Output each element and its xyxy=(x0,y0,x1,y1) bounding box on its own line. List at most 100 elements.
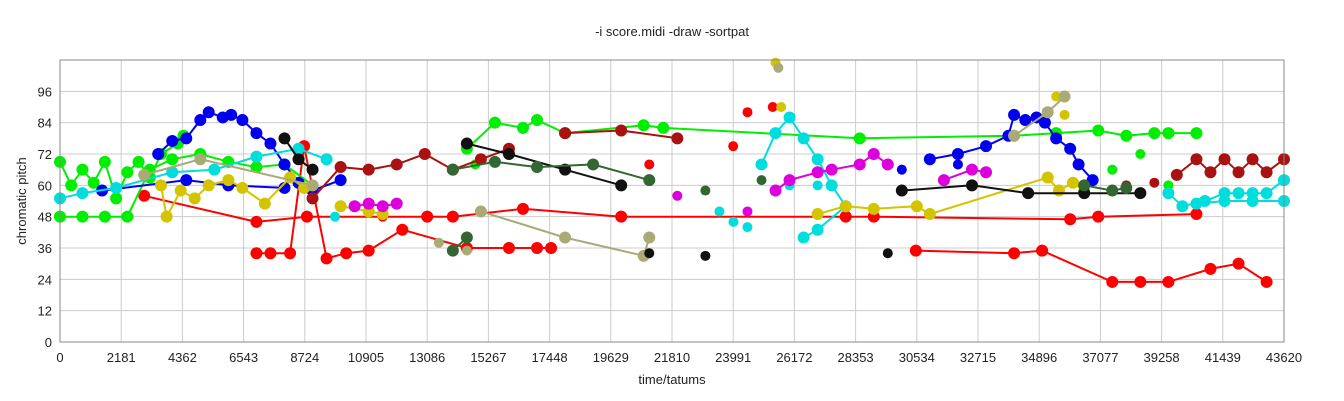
data-point xyxy=(334,200,347,213)
data-point xyxy=(446,163,459,176)
data-point xyxy=(1008,108,1021,121)
data-point xyxy=(152,148,165,160)
data-point xyxy=(1218,153,1231,166)
data-point xyxy=(1078,179,1091,192)
series-line xyxy=(466,118,1197,150)
data-point xyxy=(1149,177,1160,188)
data-point xyxy=(236,114,249,127)
data-point xyxy=(76,187,89,200)
data-point xyxy=(1260,166,1273,179)
data-point xyxy=(1036,244,1049,257)
data-point xyxy=(839,210,852,223)
data-point xyxy=(615,124,628,137)
y-axis-ticks: 0 12 24 36 48 60 72 84 96 xyxy=(38,84,52,350)
data-point xyxy=(460,137,473,150)
x-tick-label: 43620 xyxy=(1266,350,1302,365)
data-point xyxy=(881,158,894,171)
data-point xyxy=(446,210,459,223)
data-point xyxy=(329,211,340,222)
x-tick-label: 21810 xyxy=(654,350,690,365)
x-tick-label: 2181 xyxy=(107,350,136,365)
data-point xyxy=(334,174,347,187)
data-point xyxy=(1051,91,1062,102)
data-point xyxy=(236,181,249,194)
series-line xyxy=(943,168,987,182)
data-point xyxy=(767,102,778,112)
data-point xyxy=(825,163,838,176)
data-point xyxy=(615,179,628,192)
data-point xyxy=(1106,275,1119,288)
chart-title: -i score.midi -draw -sortpat xyxy=(595,24,749,39)
data-point xyxy=(222,174,235,187)
data-point xyxy=(811,208,824,221)
data-point xyxy=(853,158,866,171)
data-point xyxy=(587,158,600,171)
data-point xyxy=(637,119,650,132)
data-point xyxy=(1162,127,1175,140)
data-point xyxy=(1050,132,1063,145)
data-point xyxy=(1162,275,1175,288)
data-point xyxy=(138,168,151,181)
y-tick-label: 48 xyxy=(38,210,52,225)
data-point xyxy=(320,153,333,166)
data-point xyxy=(1148,127,1161,140)
data-point xyxy=(910,200,923,213)
data-point xyxy=(742,222,753,233)
x-tick-label: 39258 xyxy=(1144,350,1180,365)
data-point xyxy=(250,150,263,163)
data-point xyxy=(1232,187,1245,200)
series-0 xyxy=(138,102,1273,288)
data-point xyxy=(700,185,711,196)
data-point xyxy=(965,163,978,176)
data-point xyxy=(160,210,173,223)
data-point xyxy=(545,242,558,254)
data-point xyxy=(1052,184,1065,197)
data-point xyxy=(306,192,319,205)
x-tick-label: 19629 xyxy=(593,350,629,365)
data-point xyxy=(250,247,263,260)
data-point xyxy=(671,132,684,145)
data-point xyxy=(1232,257,1245,270)
series-line xyxy=(480,210,651,257)
y-tick-label: 84 xyxy=(38,116,52,131)
data-point xyxy=(559,127,572,140)
data-point xyxy=(644,159,655,170)
x-tick-label: 4362 xyxy=(168,350,197,365)
data-point xyxy=(488,155,501,168)
series-line xyxy=(817,176,1085,216)
data-point xyxy=(853,132,866,145)
data-point xyxy=(769,127,782,140)
series-6 xyxy=(306,124,1290,205)
data-point xyxy=(811,153,824,166)
data-point xyxy=(110,181,123,194)
data-point xyxy=(1008,129,1021,142)
data-point xyxy=(194,114,207,127)
data-point xyxy=(76,210,89,223)
data-point xyxy=(1135,149,1146,159)
data-point xyxy=(1107,164,1118,175)
x-tick-label: 26172 xyxy=(776,350,812,365)
data-point xyxy=(264,247,277,260)
data-point xyxy=(1260,275,1273,288)
data-point xyxy=(306,179,319,192)
data-point xyxy=(756,175,767,186)
series-line xyxy=(1084,184,1127,192)
data-point xyxy=(292,153,305,166)
data-point xyxy=(979,140,992,153)
data-point xyxy=(202,106,215,119)
data-point xyxy=(783,174,796,187)
data-point xyxy=(488,116,501,129)
data-point xyxy=(559,231,572,244)
data-point xyxy=(516,202,529,215)
data-point xyxy=(1092,210,1105,223)
data-point xyxy=(166,134,179,147)
x-tick-label: 6543 xyxy=(229,350,258,365)
data-point xyxy=(225,108,238,121)
data-point xyxy=(979,166,992,179)
series-line xyxy=(354,202,397,208)
data-point xyxy=(474,205,487,218)
x-axis-label: time/tatums xyxy=(638,372,706,387)
data-point xyxy=(1038,116,1051,129)
data-point xyxy=(797,231,810,244)
